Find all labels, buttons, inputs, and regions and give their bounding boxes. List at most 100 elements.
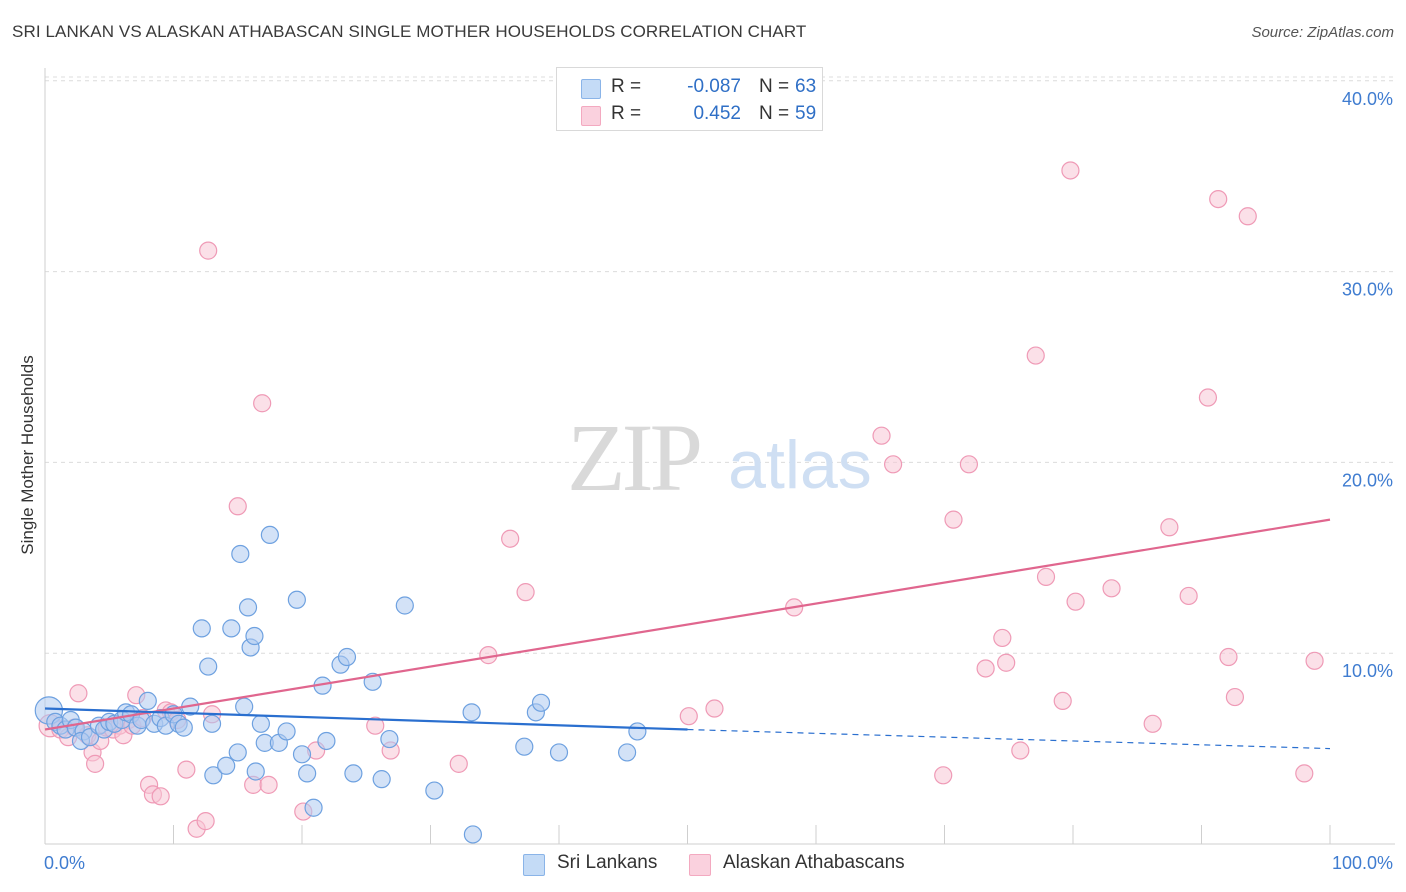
data-point-sri-lankan	[304, 798, 323, 817]
data-point-alaskan-athabascan	[1066, 592, 1085, 611]
trend-line-alaskan-athabascans	[44, 518, 1331, 731]
correlation-legend: R = -0.087 N = 63 R = 0.452 N = 59	[556, 67, 823, 131]
data-point-alaskan-athabascan	[976, 659, 995, 678]
data-point-sri-lankan	[298, 764, 317, 783]
legend-n-label: N =	[759, 76, 790, 97]
data-point-sri-lankan	[251, 714, 270, 733]
data-point-sri-lankan	[199, 657, 218, 676]
legend-swatch-blue	[581, 79, 601, 99]
data-point-sri-lankan	[515, 737, 534, 756]
trend-line-sri-lankans	[44, 707, 688, 731]
data-point-sri-lankan	[246, 762, 265, 781]
legend-r-value: 0.452	[693, 103, 741, 124]
data-point-sri-lankan	[531, 693, 551, 712]
data-point-sri-lankan	[138, 691, 157, 711]
data-point-sri-lankan	[202, 714, 222, 733]
y-tick-label: 30.0%	[1342, 280, 1393, 300]
data-point-sri-lankan	[204, 766, 223, 785]
data-point-alaskan-athabascan	[1143, 714, 1162, 733]
series-sri-lankans	[34, 525, 647, 844]
data-point-alaskan-athabascan	[1219, 647, 1238, 667]
data-point-alaskan-athabascan	[1160, 518, 1179, 537]
data-point-sri-lankan	[463, 825, 483, 844]
data-point-alaskan-athabascan	[705, 699, 724, 718]
legend-label: Sri Lankans	[557, 852, 658, 873]
trend-lines	[44, 518, 1331, 750]
data-point-sri-lankan	[344, 764, 363, 783]
data-point-alaskan-athabascan	[1225, 687, 1245, 707]
x-tick-label-min: 0.0%	[44, 853, 85, 873]
trend-line-sri-lankans-extension	[687, 728, 1331, 750]
data-point-alaskan-athabascan	[1295, 764, 1314, 783]
data-point-sri-lankan	[317, 731, 336, 751]
data-point-alaskan-athabascan	[199, 241, 218, 260]
legend-swatch-blue	[523, 854, 545, 876]
data-point-sri-lankan	[192, 619, 211, 638]
data-point-alaskan-athabascan	[934, 766, 953, 785]
data-point-alaskan-athabascan	[151, 787, 170, 806]
data-point-sri-lankan	[277, 722, 296, 741]
data-point-alaskan-athabascan	[1179, 586, 1198, 606]
data-point-alaskan-athabascan	[1198, 388, 1218, 407]
data-point-alaskan-athabascan	[1238, 207, 1257, 226]
y-tick-label: 40.0%	[1342, 89, 1393, 109]
data-point-alaskan-athabascan	[944, 510, 963, 529]
data-point-sri-lankan	[618, 743, 637, 762]
legend-n-label: N =	[759, 103, 790, 124]
data-point-alaskan-athabascan	[1036, 567, 1056, 586]
data-point-alaskan-athabascan	[1053, 691, 1072, 711]
data-point-sri-lankan	[260, 525, 279, 545]
data-point-alaskan-athabascan	[259, 775, 278, 794]
data-point-alaskan-athabascan	[883, 455, 903, 474]
legend-swatch-pink	[689, 854, 711, 876]
data-point-sri-lankan	[222, 619, 241, 638]
tick-labels: 10.0% 20.0% 30.0% 40.0% 0.0% 100.0%	[44, 89, 1393, 873]
legend-label: Alaskan Athabascans	[723, 852, 905, 873]
watermark-atlas: atlas	[728, 427, 872, 503]
data-point-sri-lankan	[235, 697, 254, 716]
data-point-sri-lankan	[217, 756, 236, 775]
data-point-alaskan-athabascan	[228, 497, 247, 516]
data-point-alaskan-athabascan	[1305, 651, 1324, 670]
data-point-sri-lankan	[425, 781, 444, 800]
y-tick-label: 20.0%	[1342, 470, 1393, 490]
data-point-sri-lankan	[628, 722, 647, 741]
data-point-alaskan-athabascan	[69, 684, 88, 703]
y-tick-label: 10.0%	[1342, 661, 1393, 681]
data-point-alaskan-athabascan	[872, 426, 891, 445]
data-point-alaskan-athabascan	[196, 812, 215, 831]
data-point-alaskan-athabascan	[997, 653, 1016, 672]
data-point-alaskan-athabascan	[1209, 189, 1228, 209]
grid-lines	[45, 76, 1395, 654]
source-label: Source: ZipAtlas.com	[1251, 24, 1394, 41]
data-point-alaskan-athabascan	[993, 628, 1012, 648]
watermark-zip: ZIP	[567, 404, 700, 511]
data-point-sri-lankan	[287, 590, 306, 609]
data-point-sri-lankan	[337, 647, 357, 667]
data-point-sri-lankan	[380, 729, 399, 749]
data-point-sri-lankan	[238, 598, 258, 617]
data-point-alaskan-athabascan	[1061, 161, 1080, 180]
data-point-sri-lankan	[462, 703, 481, 722]
data-point-alaskan-athabascan	[501, 529, 520, 548]
data-point-alaskan-athabascan	[449, 754, 468, 773]
legend-n-value: 63	[795, 76, 817, 97]
data-point-alaskan-athabascan	[1011, 741, 1030, 760]
legend-n-value: 59	[795, 103, 817, 124]
legend-r-label: R =	[611, 103, 642, 124]
data-point-alaskan-athabascan	[1026, 346, 1045, 365]
data-point-sri-lankan	[292, 745, 312, 764]
data-point-alaskan-athabascan	[1102, 579, 1121, 598]
data-point-alaskan-athabascan	[86, 754, 105, 773]
data-point-sri-lankan	[231, 544, 250, 564]
data-point-alaskan-athabascan	[177, 760, 196, 779]
series-alaskan-athabascans	[38, 161, 1324, 838]
legend-r-value: -0.087	[687, 76, 741, 97]
data-point-sri-lankan	[228, 743, 247, 762]
data-point-alaskan-athabascan	[516, 583, 535, 602]
data-point-sri-lankan	[549, 743, 569, 762]
legend-r-label: R =	[611, 76, 642, 97]
axes	[44, 68, 1395, 845]
data-point-alaskan-athabascan	[366, 716, 385, 735]
